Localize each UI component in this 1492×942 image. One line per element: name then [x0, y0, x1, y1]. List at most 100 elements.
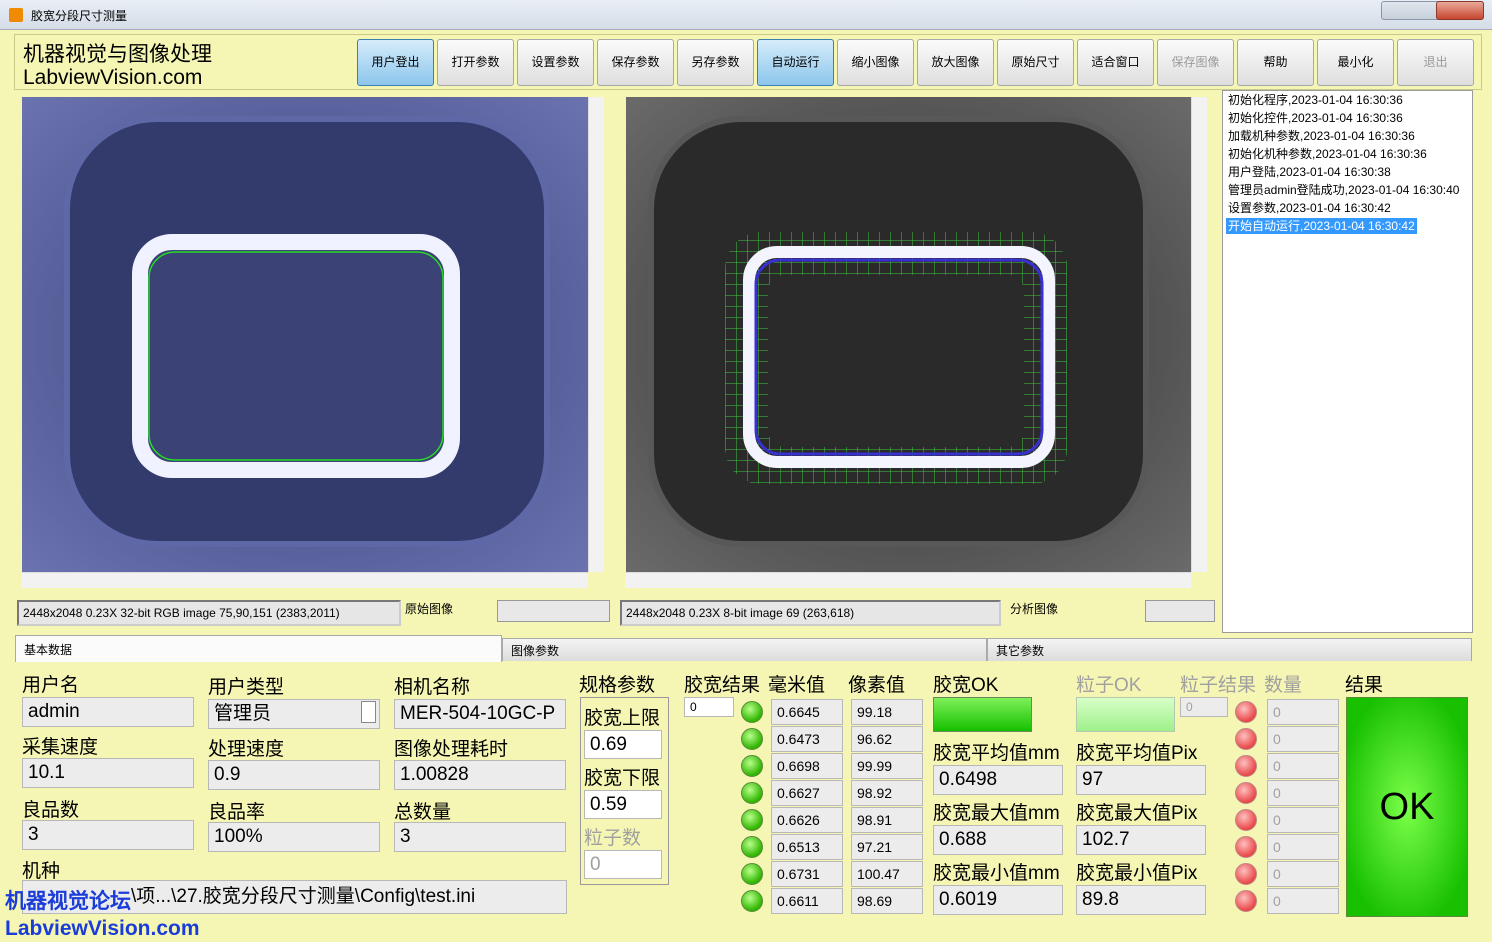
brand-text: 机器视觉与图像处理	[23, 43, 212, 66]
column-label: 粒子OK	[1076, 675, 1142, 696]
toolbar-button[interactable]: 适合窗口	[1077, 39, 1154, 86]
led-red	[1235, 809, 1257, 831]
stat-value: 89.8	[1076, 885, 1206, 915]
mm-value: 0.6731	[771, 861, 843, 887]
mm-value: 0.6626	[771, 807, 843, 833]
field-label: 采集速度	[22, 737, 99, 758]
watermark: 机器视觉论坛	[5, 890, 131, 913]
led-red	[1235, 863, 1257, 885]
mm-value: 0.6627	[771, 780, 843, 806]
stat-label: 胶宽最小值mm	[933, 863, 1060, 884]
column-label: 胶宽OK	[933, 675, 999, 696]
pix-value: 99.99	[851, 753, 923, 779]
stat-label: 胶宽平均值mm	[933, 743, 1060, 764]
column-label: 胶宽结果	[684, 675, 761, 696]
toolbar-button[interactable]: 自动运行	[757, 39, 834, 86]
field-label: 机种	[22, 861, 61, 882]
field-value: 100%	[208, 822, 380, 852]
column-label: 结果	[1345, 675, 1384, 696]
field-label: 处理速度	[208, 739, 285, 760]
led-red	[1235, 890, 1257, 912]
led-red	[1235, 701, 1257, 723]
stat-value: 0.6498	[933, 765, 1063, 795]
toolbar-button: 退出	[1397, 39, 1474, 86]
index-input[interactable]: 0	[684, 697, 734, 717]
count-value: 0	[1267, 861, 1339, 887]
tab[interactable]: 图像参数	[502, 638, 987, 661]
tab[interactable]: 其它参数	[987, 638, 1472, 661]
log-entry[interactable]: 初始化程序,2023-01-04 16:30:36	[1228, 93, 1403, 107]
toolbar-button[interactable]: 缩小图像	[837, 39, 914, 86]
mm-value: 0.6611	[771, 888, 843, 914]
led-green	[741, 836, 763, 858]
count-value: 0	[1267, 888, 1339, 914]
led-red	[1235, 755, 1257, 777]
led-green	[741, 755, 763, 777]
toolbar-button: 保存图像	[1157, 39, 1234, 86]
scrollbar-h	[22, 572, 588, 588]
log-entry[interactable]: 管理员admin登陆成功,2023-01-04 16:30:40	[1228, 183, 1460, 197]
column-label: 数量	[1264, 675, 1303, 696]
toolbar-button[interactable]: 帮助	[1237, 39, 1314, 86]
spec-input[interactable]: 0.59	[584, 790, 662, 819]
toolbar-button[interactable]: 打开参数	[437, 39, 514, 86]
column-label: 粒子结果	[1180, 675, 1257, 696]
stat-value: 102.7	[1076, 825, 1206, 855]
spec-frame	[580, 697, 669, 885]
pix-value: 98.69	[851, 888, 923, 914]
log-entry[interactable]: 用户登陆,2023-01-04 16:30:38	[1228, 165, 1391, 179]
toolbar-button[interactable]: 另存参数	[677, 39, 754, 86]
field-label: 相机名称	[394, 677, 471, 698]
led-green	[741, 701, 763, 723]
index-input: 0	[1180, 697, 1228, 717]
spec-input[interactable]: 0.69	[584, 730, 662, 759]
window-title: 胶宽分段尺寸测量	[31, 9, 128, 23]
toolbar-button[interactable]: 原始尺寸	[997, 39, 1074, 86]
ok-indicator-dim	[1076, 697, 1175, 732]
field-label: 用户类型	[208, 677, 285, 698]
scrollbar-h	[625, 572, 1191, 588]
field-label: 良品数	[22, 800, 80, 821]
spec-title: 规格参数	[579, 675, 656, 696]
field-value: 1.00828	[394, 760, 566, 790]
field-label: 良品率	[208, 802, 266, 823]
led-green	[741, 890, 763, 912]
tab[interactable]: 基本数据	[15, 635, 502, 662]
close-button[interactable]	[1436, 1, 1484, 20]
count-value: 0	[1267, 726, 1339, 752]
log-entry[interactable]: 加载机种参数,2023-01-04 16:30:36	[1228, 129, 1415, 143]
status-bar: 2448x2048 0.23X 8-bit image 69 (263,618)	[620, 600, 1001, 626]
log-entry[interactable]: 设置参数,2023-01-04 16:30:42	[1228, 201, 1391, 215]
dropdown-arrow[interactable]	[361, 701, 376, 723]
mm-value: 0.6698	[771, 753, 843, 779]
log-entry[interactable]: 初始化机种参数,2023-01-04 16:30:36	[1228, 147, 1427, 161]
ok-indicator	[933, 697, 1032, 732]
field-value: \项...\27.胶宽分段尺寸测量\Config\test.ini	[22, 880, 567, 914]
stat-value: 97	[1076, 765, 1206, 795]
count-value: 0	[1267, 807, 1339, 833]
log-entry[interactable]: 开始自动运行,2023-01-04 16:30:42	[1226, 218, 1417, 234]
toolbar-button[interactable]: 放大图像	[917, 39, 994, 86]
viewer-tools[interactable]	[1145, 600, 1215, 622]
toolbar-button[interactable]: 最小化	[1317, 39, 1394, 86]
viewer-tools[interactable]	[497, 600, 610, 622]
led-green	[741, 863, 763, 885]
led-red	[1235, 728, 1257, 750]
mm-value: 0.6513	[771, 834, 843, 860]
toolbar-button[interactable]: 保存参数	[597, 39, 674, 86]
log-entry[interactable]: 初始化控件,2023-01-04 16:30:36	[1228, 111, 1403, 125]
scrollbar-v	[588, 97, 604, 572]
field-value: 0.9	[208, 760, 380, 790]
spec-label: 胶宽下限	[584, 768, 661, 789]
field-label: 图像处理耗时	[394, 739, 509, 760]
pix-value: 99.18	[851, 699, 923, 725]
count-value: 0	[1267, 780, 1339, 806]
field-label: 用户名	[22, 675, 80, 696]
toolbar-button[interactable]: 设置参数	[517, 39, 594, 86]
viewer-caption: 分析图像	[1010, 602, 1059, 616]
led-green	[741, 782, 763, 804]
field-label: 总数量	[394, 802, 452, 823]
spec-label: 胶宽上限	[584, 708, 661, 729]
toolbar-button[interactable]: 用户登出	[357, 39, 434, 86]
